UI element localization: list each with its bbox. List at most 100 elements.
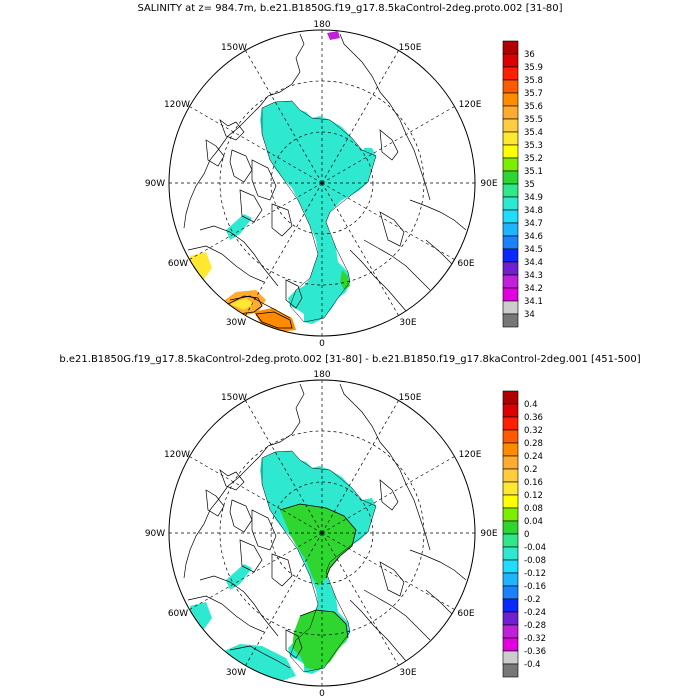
panel1-map: 180 150E 120E 90E 60E 30E 0 30W 60W 90W …	[145, 20, 543, 349]
panel1-colorbar-label: 35.4	[524, 128, 543, 138]
panel2-colorbar-label: 0	[524, 530, 529, 540]
panel1-label-180: 180	[313, 20, 330, 30]
panel2-label-150e: 150E	[399, 393, 422, 403]
panel1-label-90e: 90E	[480, 179, 497, 189]
panel1-colorbar-label: 34.8	[524, 206, 543, 216]
panel2-colorbar-swatch	[502, 650, 519, 665]
panel2-colorbar-label: 0.4	[524, 400, 538, 410]
panel2-colorbar-swatch	[502, 598, 519, 613]
panel1-arctic-basin-field	[260, 101, 376, 324]
panel1-field-patch	[327, 31, 340, 40]
panel2-contours	[279, 503, 357, 639]
panel1-colorbar-swatch	[502, 131, 519, 146]
panel2-colorbar-label: 0.36	[524, 413, 543, 423]
panel1-colorbar-swatch	[502, 79, 519, 94]
panel1-colorbar-label: 35.5	[524, 115, 543, 125]
panel1-colorbar-label: 35.3	[524, 141, 543, 151]
panel2-colorbar-label: -0.4	[524, 660, 541, 670]
panel1-colorbar-label: 34.1	[524, 297, 543, 307]
panel2-colorbar-label: 0.28	[524, 439, 543, 449]
panel2-colorbar-swatch	[502, 403, 519, 418]
panel2-label-0: 0	[319, 689, 325, 699]
panel1-label-60e: 60E	[457, 259, 474, 269]
panel1-colorbar-label: 34.4	[524, 258, 543, 268]
panel2-coastlines	[183, 383, 467, 673]
panel1-colorbar-label: 34.7	[524, 219, 543, 229]
panel2-colorbar-label: -0.12	[524, 569, 546, 579]
panel2-label-60e: 60E	[457, 609, 474, 619]
panel2-map-border	[168, 379, 476, 687]
panel1-colorbar-swatch	[502, 105, 519, 120]
panel2-field-patch	[292, 610, 348, 670]
panel2-label-120w: 120W	[164, 450, 190, 460]
panel1-colorbar-label: 35.8	[524, 76, 543, 86]
panel1-colorbar-label: 34.5	[524, 245, 543, 255]
panel1-colorbar-swatch	[502, 157, 519, 172]
panel1-colorbar-label: 35.2	[524, 154, 543, 164]
panel2-colorbar-swatch	[502, 507, 519, 522]
panel1-colorbar-swatch	[502, 274, 519, 289]
panel2-label-30w: 30W	[226, 668, 246, 678]
panel2-colorbar-swatch	[502, 546, 519, 561]
panel2-colorbar-swatch	[502, 611, 519, 626]
panel2-colorbar-label: 0.12	[524, 491, 543, 501]
panel2-colorbar-label: -0.24	[524, 608, 546, 618]
panel1-colorbar-label: 35.7	[524, 89, 543, 99]
panel2-colorbar-label: -0.32	[524, 634, 546, 644]
panel2-colorbar-label: 0.32	[524, 426, 543, 436]
panel2-colorbar-label: -0.16	[524, 582, 546, 592]
panel1-colorbar-swatch	[502, 222, 519, 237]
panel1-colorbar-label: 34.2	[524, 284, 543, 294]
panel1-field-patch	[190, 252, 212, 282]
panel2-colorbar-swatch	[502, 468, 519, 483]
panel2-colorbar: 0.4 0.36 0.32 0.28 0.24 0.2 0.16 0.12 0.08 0.04 0 -…	[502, 390, 546, 678]
panel1-colorbar-label: 34.6	[524, 232, 543, 242]
panel1-label-120e: 120E	[459, 100, 482, 110]
panel1-label-90w: 90W	[145, 179, 165, 189]
panel1-field-patch	[226, 214, 252, 240]
panel2-label-180: 180	[313, 370, 330, 380]
panel1-colorbar: 36 35.9 35.8 35.7 35.6 35.5 35.4 35.3 35.2 35.1 35…	[502, 40, 543, 328]
panel2-colorbar-label: -0.2	[524, 595, 541, 605]
panel2-label-120e: 120E	[459, 450, 482, 460]
panel1-colorbar-label: 35	[524, 180, 535, 190]
panel2-colorbar-swatch	[502, 390, 519, 405]
panel1-colorbar-swatch	[502, 40, 519, 55]
panel2-label-150w: 150W	[221, 393, 247, 403]
panel2-colorbar-label: 0.08	[524, 504, 543, 514]
panel2-colorbar-swatch	[502, 416, 519, 431]
panel1-field-patch	[364, 148, 372, 164]
panel1-colorbar-label: 34	[524, 310, 535, 320]
panel1-title: SALINITY at z= 984.7m, b.e21.B1850G.f19_…	[137, 3, 563, 14]
panel2-colorbar-label: -0.04	[524, 543, 546, 553]
panel1-colorbar-swatch	[502, 248, 519, 263]
panel2-field-patch	[226, 564, 252, 590]
panel2-field-patch	[190, 602, 212, 632]
panel2-colorbar-swatch	[502, 494, 519, 509]
panel2-label-90w: 90W	[145, 529, 165, 539]
panel1-colorbar-swatch	[502, 313, 519, 328]
panel1-colorbar-swatch	[502, 144, 519, 159]
panel1-colorbar-label: 34.9	[524, 193, 543, 203]
panel2-label-60w: 60W	[168, 609, 188, 619]
panel2-colorbar-label: 0.04	[524, 517, 543, 527]
panel2-colorbar-swatch	[502, 559, 519, 574]
panel2-colorbar-label: 0.16	[524, 478, 543, 488]
panel2-colorbar-swatch	[502, 481, 519, 496]
panel1-colorbar-swatch	[502, 300, 519, 315]
panel1-colorbar-swatch	[502, 53, 519, 68]
panel1-map-border	[168, 29, 476, 337]
panel1-colorbar-label: 35.6	[524, 102, 543, 112]
panel1-label-120w: 120W	[164, 100, 190, 110]
panel1-colorbar-swatch	[502, 235, 519, 250]
panel2-colorbar-label: 0.24	[524, 452, 543, 462]
panel2-colorbar-swatch	[502, 533, 519, 548]
panel1-label-150e: 150E	[399, 43, 422, 53]
panel1-colorbar-swatch	[502, 118, 519, 133]
panel2-colorbar-swatch	[502, 663, 519, 678]
panel2-colorbar-swatch	[502, 585, 519, 600]
panel2-colorbar-swatch	[502, 572, 519, 587]
panel2-colorbar-label: -0.28	[524, 621, 546, 631]
panel2-colorbar-swatch	[502, 637, 519, 652]
